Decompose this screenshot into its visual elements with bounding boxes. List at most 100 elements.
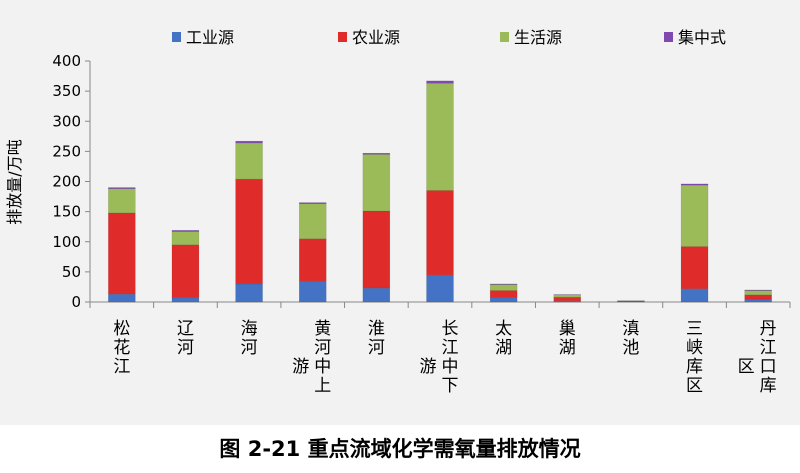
bar-segment-1 xyxy=(680,288,709,303)
bar-segment-4 xyxy=(108,187,136,189)
bar-segment-4 xyxy=(744,289,772,291)
y-axis-title: 排放量/万吨 xyxy=(5,139,24,224)
bar-segment-1 xyxy=(744,298,772,303)
category-char: 三 xyxy=(686,319,703,339)
y-tick-label: 350 xyxy=(52,82,81,100)
bar-segment-4 xyxy=(426,80,454,84)
y-tick-label: 50 xyxy=(62,263,81,281)
bar-segment-3 xyxy=(489,284,518,291)
category-char: 巢 xyxy=(559,319,576,339)
category-char: 中 xyxy=(442,357,459,377)
bar-segment-2 xyxy=(744,294,772,300)
bar-segment-4 xyxy=(235,140,263,144)
category-char: 海 xyxy=(241,319,258,339)
y-tick-label: 100 xyxy=(52,233,81,251)
category-char: 下 xyxy=(442,376,459,396)
bar-segment-4 xyxy=(362,152,391,155)
bar-segment-2 xyxy=(235,178,263,285)
bar-segment-3 xyxy=(553,294,582,298)
y-tick-label: 250 xyxy=(52,142,81,160)
bar-segment-2 xyxy=(108,212,136,295)
category-char: 游 xyxy=(292,357,309,377)
category-char: 上 xyxy=(314,376,331,396)
bar-segment-2 xyxy=(298,238,327,282)
legend-swatch xyxy=(172,32,181,42)
category-char: 滇 xyxy=(622,319,639,339)
stacked-bar-chart: 工业源 农业源 生活源 集中式 0 50 100 150 200 250 300 350 400 松花… xyxy=(5,28,791,396)
category-char: 中 xyxy=(314,357,331,377)
category-char: 河 xyxy=(368,338,385,358)
category-char: 江 xyxy=(442,338,459,358)
category-char: 游 xyxy=(420,357,437,377)
bar-segment-3 xyxy=(680,184,709,247)
bar-segment-4 xyxy=(680,183,709,186)
legend-item: 集中式 xyxy=(664,28,726,47)
legend-label: 集中式 xyxy=(678,28,726,47)
bar-segment-1 xyxy=(489,297,518,303)
bar-segment-2 xyxy=(362,210,391,289)
category-label: 辽河 xyxy=(177,319,194,358)
bar-segment-4 xyxy=(489,283,518,285)
category-label: 松花江 xyxy=(113,319,130,377)
category-char: 库 xyxy=(760,376,777,396)
category-label: 巢湖 xyxy=(559,319,576,358)
legend-item: 生活源 xyxy=(500,28,562,47)
y-tick-label: 150 xyxy=(52,203,81,221)
y-tick-label: 400 xyxy=(52,52,81,70)
category-char: 丹 xyxy=(760,319,777,339)
bar-segment-3 xyxy=(235,142,263,180)
bar-segment-1 xyxy=(298,280,327,303)
category-char: 峡 xyxy=(686,338,703,358)
category-char: 库 xyxy=(686,357,703,377)
y-tick-label: 300 xyxy=(52,112,81,130)
category-char: 淮 xyxy=(368,319,385,339)
category-char: 口 xyxy=(760,357,777,377)
bar-segment-4 xyxy=(298,202,327,205)
category-char: 河 xyxy=(314,338,331,358)
axes: 0 50 100 150 200 250 300 350 400 xyxy=(52,52,791,311)
chart-figure: 工业源 农业源 生活源 集中式 0 50 100 150 200 250 300 350 400 松花… xyxy=(0,0,800,425)
legend-swatch xyxy=(500,32,509,42)
bar-segment-2 xyxy=(680,246,709,290)
category-label: 淮河 xyxy=(368,319,385,358)
bars xyxy=(108,80,772,303)
bar-segment-2 xyxy=(617,300,645,302)
category-char: 湖 xyxy=(559,338,576,358)
legend-swatch xyxy=(664,32,673,42)
y-tick-label: 0 xyxy=(71,293,81,311)
category-char: 区 xyxy=(686,376,703,396)
bar-segment-1 xyxy=(171,297,200,303)
category-char: 长 xyxy=(442,319,459,339)
category-char: 江 xyxy=(113,357,130,377)
legend-swatch xyxy=(338,32,347,42)
legend-label: 工业源 xyxy=(186,28,234,47)
bar-segment-2 xyxy=(171,244,200,299)
category-char: 湖 xyxy=(495,338,512,358)
category-label: 太湖 xyxy=(495,319,512,358)
category-char: 河 xyxy=(241,338,258,358)
legend-label: 生活源 xyxy=(514,28,562,47)
bar-segment-3 xyxy=(744,290,772,296)
legend-item: 农业源 xyxy=(338,28,400,47)
category-label: 海河 xyxy=(241,319,258,358)
figure-caption: 图 2-21 重点流域化学需氧量排放情况 xyxy=(219,437,581,461)
category-char: 松 xyxy=(113,319,130,339)
category-char: 河 xyxy=(177,338,194,358)
bar-segment-3 xyxy=(362,154,391,212)
bar-segment-2 xyxy=(489,290,518,299)
bar-segment-1 xyxy=(108,293,136,303)
bar-segment-4 xyxy=(171,230,200,232)
bar-segment-2 xyxy=(553,296,582,302)
category-char: 江 xyxy=(760,338,777,358)
bar-segment-1 xyxy=(426,274,454,303)
bar-segment-1 xyxy=(235,283,263,303)
category-char: 黄 xyxy=(314,319,331,339)
category-char: 区 xyxy=(738,357,755,377)
category-char: 池 xyxy=(622,338,639,358)
category-char: 辽 xyxy=(177,319,194,339)
